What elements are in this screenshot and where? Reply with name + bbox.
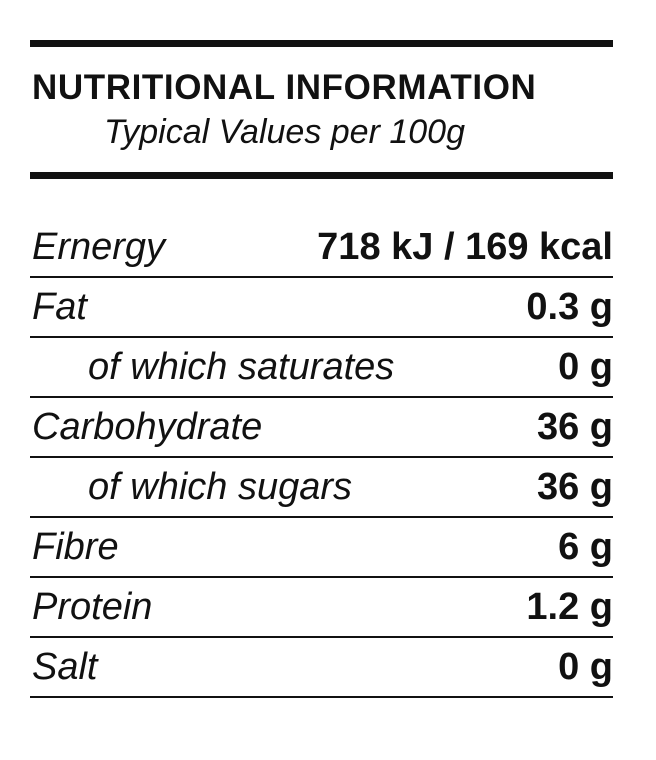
header-rule — [30, 172, 613, 179]
row-label: Salt — [32, 646, 98, 688]
table-row: of which saturates 0 g — [30, 338, 613, 398]
row-value: 0 g — [558, 646, 613, 688]
row-value: 1.2 g — [526, 586, 613, 628]
row-value: 6 g — [558, 526, 613, 568]
row-label: Carbohydrate — [32, 406, 263, 448]
row-label: Protein — [32, 586, 153, 628]
subtitle: Typical Values per 100g — [104, 113, 465, 151]
nutrition-table: Ernergy 718 kJ / 169 kcal Fat 0.3 g of whi… — [30, 218, 613, 698]
row-value: 0.3 g — [526, 286, 613, 328]
row-label: of which saturates — [88, 346, 395, 388]
row-label: Fat — [32, 286, 87, 328]
row-value: 36 g — [536, 406, 613, 448]
top-rule — [30, 40, 613, 47]
row-value: 718 kJ / 169 kcal — [317, 226, 613, 268]
row-label: of which sugars — [88, 466, 353, 508]
row-value: 0 g — [558, 346, 613, 388]
table-row: Fat 0.3 g — [30, 278, 613, 338]
row-label: Ernergy — [32, 226, 166, 268]
title: NUTRITIONAL INFORMATION — [32, 68, 537, 107]
table-row: Ernergy 718 kJ / 169 kcal — [30, 218, 613, 278]
table-row: Salt 0 g — [30, 638, 613, 698]
row-value: 36 g — [536, 466, 613, 508]
table-row: of which sugars 36 g — [30, 458, 613, 518]
table-row: Fibre 6 g — [30, 518, 613, 578]
table-row: Protein 1.2 g — [30, 578, 613, 638]
table-row: Carbohydrate 36 g — [30, 398, 613, 458]
row-label: Fibre — [32, 526, 119, 568]
